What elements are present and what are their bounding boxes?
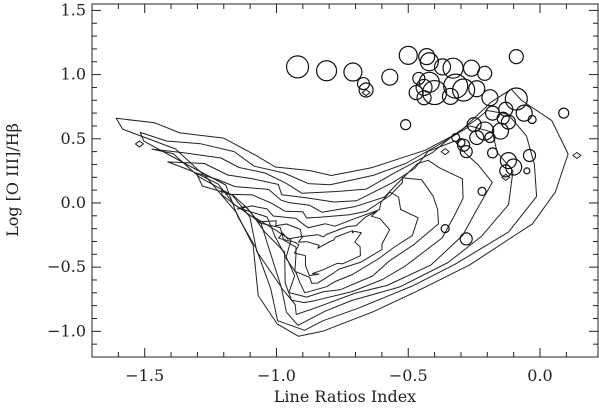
contour-level — [167, 140, 493, 315]
scatter-point — [358, 82, 374, 98]
scatter-point — [451, 132, 461, 143]
y-tick-label: 1.5 — [61, 0, 86, 19]
scatter-point — [433, 58, 452, 76]
contour-level — [195, 159, 464, 304]
contour-level — [257, 210, 391, 284]
x-tick-label: −1.5 — [125, 366, 164, 385]
scatter-point — [505, 158, 523, 176]
scatter-point — [356, 76, 371, 91]
scatter-point — [491, 122, 510, 140]
contour-level — [139, 110, 538, 331]
axes: −1.5 −1.0 −0.5 0.0 −1.0 −0.5 0.0 0.5 1.0 1.5 — [47, 0, 598, 385]
scatter-point — [412, 71, 426, 86]
scatter-point — [477, 186, 487, 197]
scatter-point — [459, 145, 473, 159]
x-tick-label: −1.0 — [257, 366, 296, 385]
scatter-point — [469, 129, 485, 146]
scatter-point — [451, 78, 476, 102]
contour-level — [115, 88, 569, 337]
contour-island — [361, 89, 371, 97]
scatter-point — [515, 104, 533, 122]
scatter-point — [415, 78, 433, 97]
scatter-point — [459, 232, 473, 246]
scatter-point — [522, 148, 537, 163]
scatter-point — [477, 65, 493, 81]
data-points — [285, 45, 570, 246]
scatter-point — [558, 107, 570, 119]
scatter-point — [456, 138, 466, 148]
y-axis-title: Log [O III]/Hβ — [3, 123, 22, 237]
scatter-point — [441, 87, 460, 106]
x-tick-label: −0.5 — [389, 366, 428, 385]
scatter-point — [315, 60, 338, 82]
x-tick-label: 0.0 — [527, 366, 552, 385]
contour-island — [440, 148, 450, 156]
scatter-point — [486, 147, 499, 159]
contour-island — [134, 140, 144, 148]
scatter-point — [398, 45, 418, 65]
scatter-point — [508, 49, 524, 65]
contour-island — [501, 173, 511, 181]
scatter-point — [400, 119, 412, 131]
scatter-point — [504, 87, 528, 111]
scatter-point — [496, 111, 510, 125]
scatter-point — [419, 52, 439, 72]
scatter-point — [285, 55, 310, 79]
contour-island — [572, 151, 582, 159]
contour-level — [151, 125, 514, 326]
y-tick-label: 0.0 — [61, 193, 86, 212]
scatter-point — [498, 101, 514, 117]
scatter-point — [481, 89, 499, 107]
contour-level — [236, 191, 419, 294]
scatter-point — [408, 84, 424, 101]
y-tick-label: −0.5 — [47, 257, 86, 276]
scatter-point — [418, 48, 436, 66]
scatter-point — [499, 164, 513, 178]
scatter-point — [468, 80, 486, 98]
scatter-point — [523, 167, 531, 175]
y-tick-label: 0.5 — [61, 129, 86, 148]
plot-frame — [91, 3, 599, 358]
scatter-point — [343, 62, 363, 82]
scatter-point — [466, 117, 482, 133]
scatter-point — [484, 131, 496, 144]
y-tick-label: 1.0 — [61, 65, 86, 84]
density-contours — [115, 88, 582, 337]
scatter-point — [527, 114, 537, 125]
y-tick-label: −1.0 — [47, 321, 86, 340]
contour-level — [278, 230, 362, 277]
scatter-point — [416, 90, 432, 106]
scatter-point — [381, 68, 399, 86]
scatter-point — [499, 152, 517, 170]
x-axis-title: Line Ratios Index — [274, 387, 416, 406]
scatter-point — [440, 224, 450, 234]
